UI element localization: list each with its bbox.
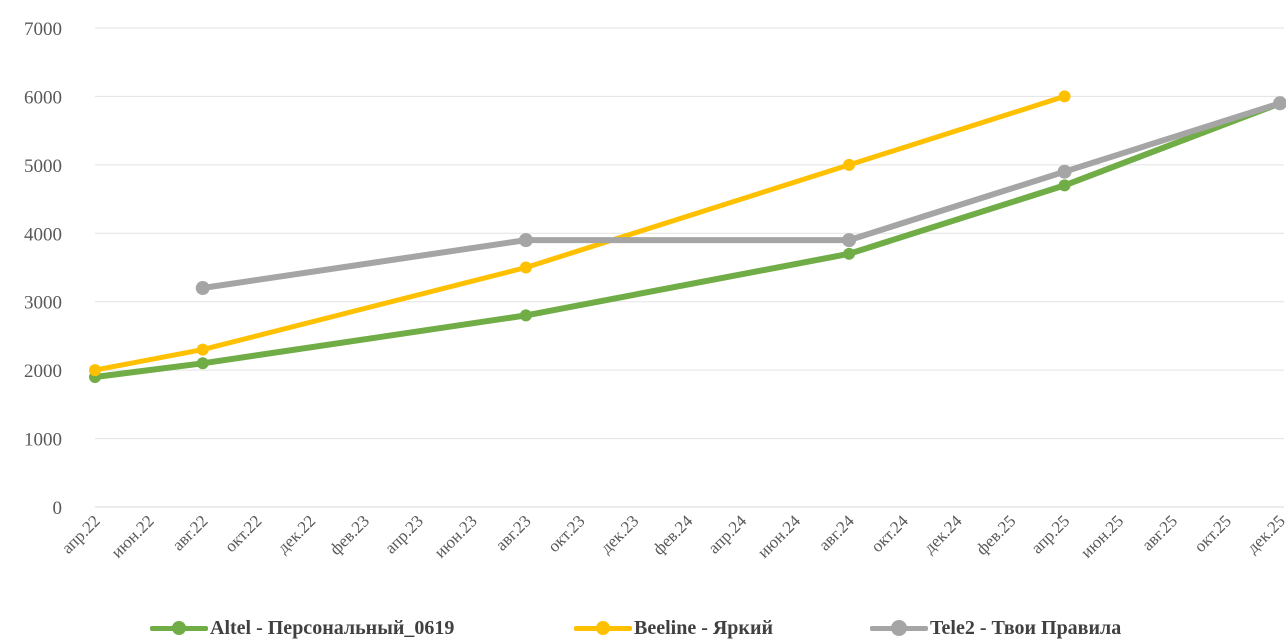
legend-label: Tele2 - Твои Правила (930, 616, 1122, 639)
x-tick-label: дек.23 (597, 511, 643, 557)
y-tick-label: 7000 (24, 19, 62, 40)
series-2 (89, 90, 1071, 377)
data-point (519, 309, 532, 322)
y-tick-label: 0 (53, 498, 63, 519)
x-tick-label: авг.23 (492, 511, 535, 554)
series-line (199, 100, 1283, 291)
x-tick-label: апр.24 (704, 511, 750, 557)
legend-swatch (870, 616, 928, 640)
x-tick-label: апр.22 (58, 511, 104, 557)
data-point (843, 247, 856, 260)
legend-swatch (150, 616, 208, 640)
legend: Altel - Персональный_0619 Beeline - Яркий… (0, 616, 1286, 640)
x-tick-label: апр.23 (381, 511, 427, 557)
y-tick-label: 5000 (24, 156, 62, 177)
x-axis-tick-labels: апр.22 июн.22 авг.22 окт.22 дек.22 фев.23 апр.… (58, 511, 1286, 562)
legend-item: Tele2 - Твои Правила (870, 616, 1121, 640)
x-tick-label: июн.22 (107, 511, 157, 561)
series-line (92, 100, 1283, 380)
legend-item: Beeline - Яркий (574, 616, 773, 640)
data-point (1057, 164, 1072, 179)
x-tick-label: окт.23 (544, 511, 589, 556)
x-tick-label: июн.24 (754, 511, 805, 562)
x-tick-label: июн.25 (1077, 511, 1127, 561)
data-point (1058, 90, 1071, 103)
legend-label: Beeline - Яркий (634, 616, 774, 639)
data-point (195, 281, 210, 296)
series-group (89, 90, 1286, 383)
x-tick-label: окт.22 (221, 511, 266, 556)
data-point (1273, 96, 1286, 111)
legend-item: Altel - Персональный_0619 (150, 616, 454, 640)
gridlines (95, 27, 1284, 508)
x-tick-label: дек.25 (1243, 511, 1286, 557)
y-tick-label: 3000 (24, 293, 62, 314)
data-point (89, 364, 101, 377)
data-point (519, 261, 532, 274)
x-tick-label: июн.23 (431, 511, 481, 561)
data-point (518, 233, 533, 248)
y-tick-label: 4000 (24, 224, 62, 245)
x-tick-label: фев.23 (326, 511, 373, 558)
x-tick-label: фев.24 (649, 511, 697, 559)
legend-swatch (574, 616, 632, 640)
data-point (196, 357, 209, 370)
data-point (842, 233, 857, 248)
y-axis-tick-labels: 0 1000 2000 3000 4000 5000 6000 7000 (24, 19, 62, 519)
data-point (843, 158, 856, 171)
data-point (196, 343, 209, 356)
y-tick-label: 6000 (24, 87, 62, 108)
x-tick-label: дек.24 (920, 511, 966, 557)
series-3 (195, 96, 1286, 296)
x-tick-label: дек.22 (274, 511, 320, 557)
data-point (1058, 179, 1071, 192)
x-tick-label: фев.25 (972, 511, 1019, 558)
x-tick-label: авг.22 (168, 511, 211, 554)
y-tick-label: 1000 (24, 430, 62, 451)
x-tick-label: авг.24 (815, 511, 858, 554)
x-tick-label: авг.25 (1138, 511, 1181, 554)
y-tick-label: 2000 (24, 361, 62, 382)
x-tick-label: окт.24 (867, 511, 912, 556)
legend-label: Altel - Персональный_0619 (210, 616, 455, 639)
x-tick-label: апр.25 (1027, 511, 1073, 557)
x-tick-label: окт.25 (1190, 511, 1235, 556)
